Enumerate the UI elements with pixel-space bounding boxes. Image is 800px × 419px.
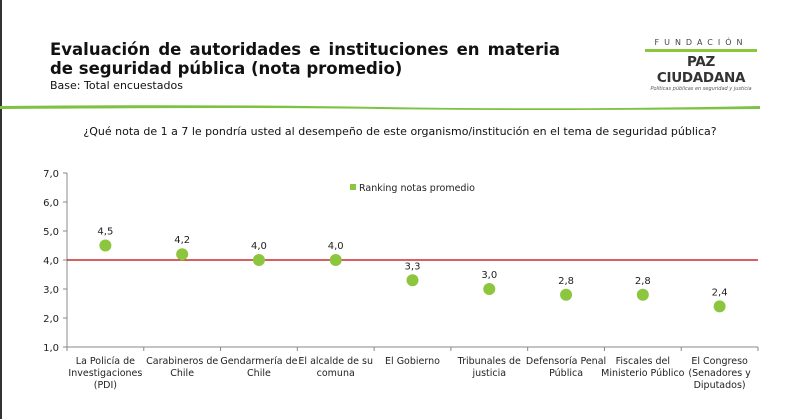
survey-question: ¿Qué nota de 1 a 7 le pondría usted al d… [83, 125, 717, 138]
x-tick-label: Pública [549, 368, 583, 379]
y-tick-label: 4,0 [43, 256, 59, 267]
data-label: 3,3 [405, 261, 421, 272]
data-label: 2,8 [635, 276, 651, 287]
data-point [99, 239, 112, 252]
legend-label: Ranking notas promedio [359, 183, 475, 194]
y-tick-label: 6,0 [43, 198, 59, 209]
y-tick-label: 2,0 [43, 314, 59, 325]
x-tick-label: El Congreso [691, 356, 748, 367]
logo-tagline: Políticas públicas en seguridad y justic… [650, 86, 752, 92]
data-point [483, 283, 496, 295]
page-title: Evaluación de autoridades e institucione… [50, 40, 560, 78]
logo: FUNDACIÓN PAZ CIUDADANA Políticas públic… [645, 38, 757, 92]
x-tick-label: El alcalde de su [298, 356, 373, 367]
x-tick-label: Investigaciones [68, 368, 142, 379]
data-label: 2,8 [558, 276, 574, 287]
y-tick-label: 3,0 [43, 285, 59, 296]
logo-top: FUNDACIÓN [654, 38, 748, 47]
data-label: 4,0 [328, 241, 344, 252]
x-tick-label: Ministerio Público [601, 368, 685, 379]
data-label: 2,4 [712, 287, 728, 298]
x-tick-label: La Policía de [76, 356, 135, 367]
logo-name: PAZ CIUDADANA [656, 54, 746, 86]
x-tick-label: justicia [471, 368, 506, 379]
x-tick-label: comuna [317, 368, 355, 379]
green-brush-divider [0, 105, 760, 110]
x-tick-label: Gendarmería de [220, 356, 297, 367]
x-tick-label: Tribunales de [457, 356, 521, 367]
y-tick-label: 5,0 [43, 227, 59, 238]
data-point [176, 248, 189, 261]
y-tick-label: 1,0 [43, 343, 59, 354]
data-point [713, 300, 726, 313]
y-tick-label: 7,0 [43, 169, 59, 180]
x-tick-label: (PDI) [94, 380, 117, 391]
x-tick-label: Fiscales del [616, 356, 670, 367]
x-tick-label: Chile [170, 368, 194, 379]
data-label: 4,5 [97, 227, 113, 238]
data-label: 4,0 [251, 241, 267, 252]
logo-bar [645, 49, 757, 52]
legend-marker [350, 184, 356, 190]
x-tick-label: Defensoría Penal [526, 356, 606, 367]
x-tick-label: Carabineros de [146, 356, 218, 367]
data-label: 3,0 [481, 270, 497, 281]
x-tick-label: Chile [247, 368, 271, 379]
base-note: Base: Total encuestados [50, 79, 183, 92]
x-tick-label: El Gobierno [385, 356, 440, 367]
data-point [636, 288, 649, 301]
data-point [406, 274, 419, 287]
data-point [560, 288, 573, 301]
data-label: 4,2 [174, 235, 190, 246]
x-tick-label: Diputados) [694, 380, 746, 391]
data-point [329, 254, 342, 266]
x-tick-label: (Senadores y [688, 368, 751, 379]
data-point [252, 254, 265, 266]
